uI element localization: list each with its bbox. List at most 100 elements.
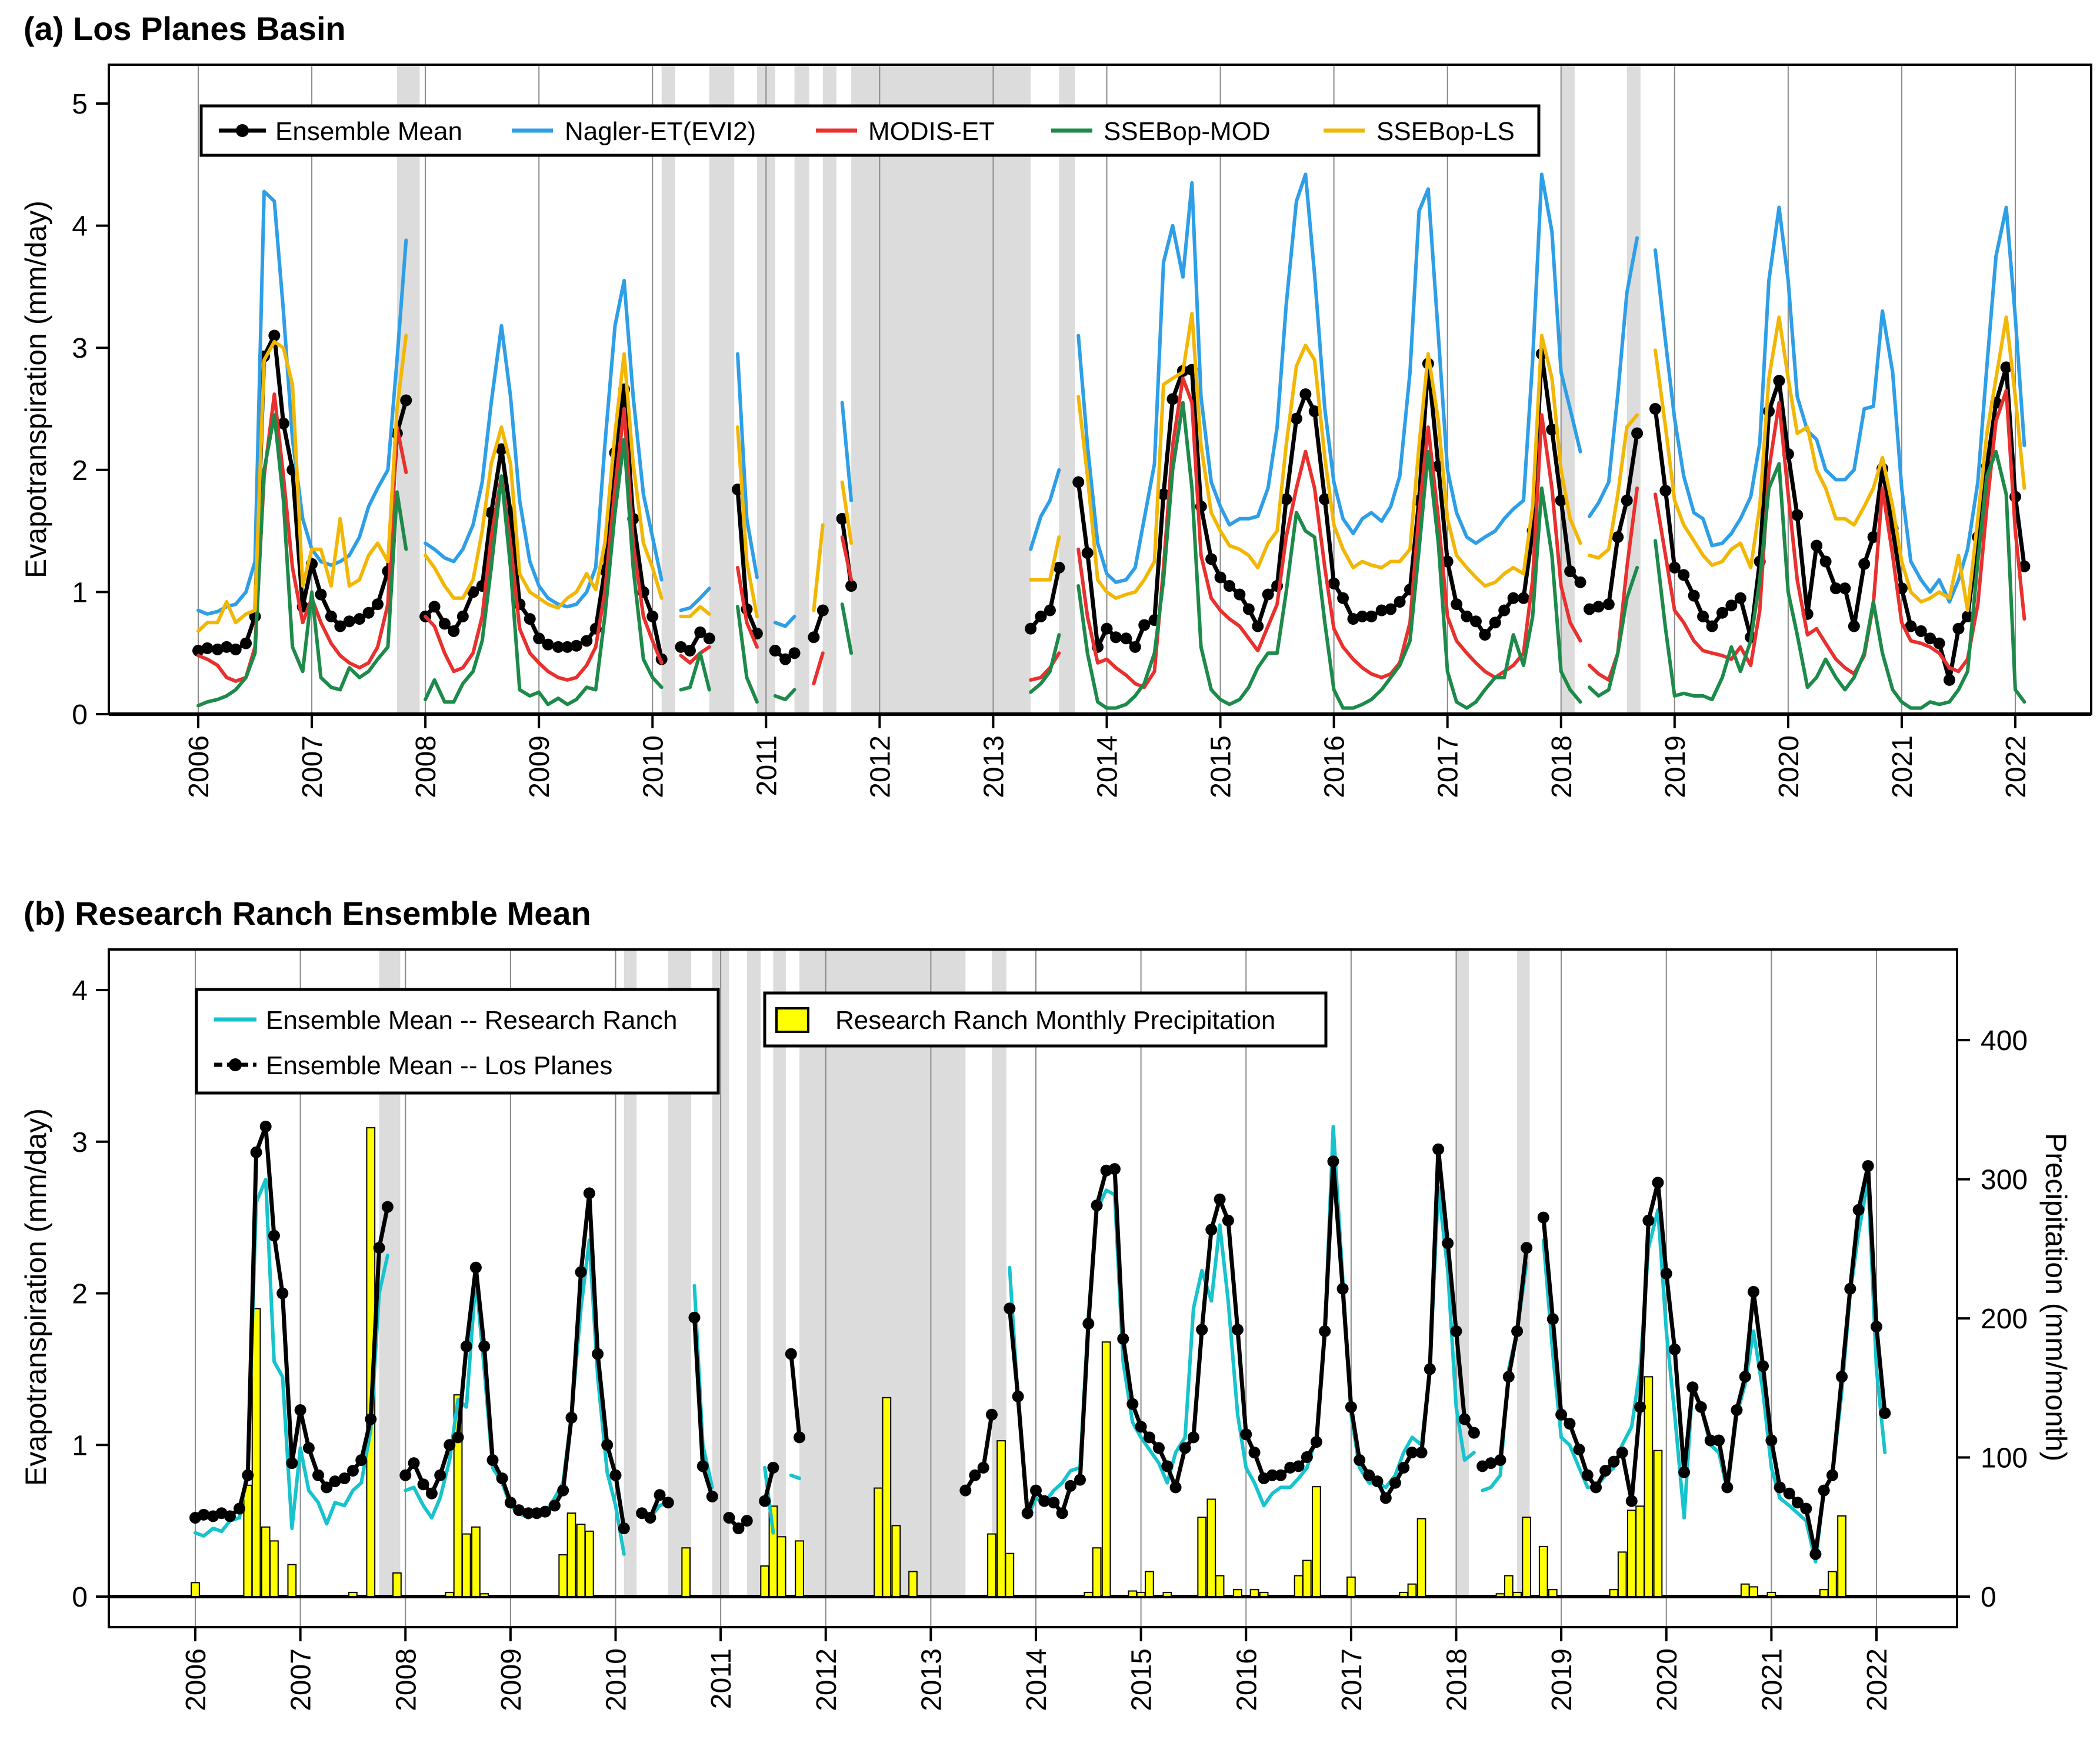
- y2-tick-label: 100: [1981, 1443, 2028, 1474]
- precip-bar: [471, 1526, 481, 1598]
- point-ensemble-mean-los-planes: [1406, 1447, 1418, 1459]
- point-ensemble-mean-los-planes: [785, 1348, 797, 1360]
- point-ensemble-mean-los-planes: [1415, 1447, 1428, 1459]
- point-ensemble-mean: [448, 625, 460, 637]
- precip-bar: [1084, 1591, 1094, 1598]
- point-ensemble-mean: [1385, 603, 1397, 615]
- point-ensemble-mean: [684, 645, 696, 657]
- series-line-ensemble-mean-research-ranch: [194, 1178, 389, 1538]
- point-ensemble-mean-los-planes: [1196, 1324, 1208, 1336]
- x-tick-label: 2016: [1319, 735, 1351, 798]
- point-ensemble-mean: [570, 639, 582, 652]
- missing-data-shade: [1456, 949, 1469, 1597]
- y-tick-label: 1: [72, 577, 88, 608]
- series-line-ssebop-ls: [840, 480, 854, 545]
- point-ensemble-mean: [1035, 610, 1047, 622]
- point-ensemble-mean-los-planes: [1021, 1507, 1034, 1520]
- missing-data-shade: [773, 949, 786, 1597]
- missing-data-shade: [709, 65, 735, 714]
- series-line-ssebop-ls: [424, 352, 664, 610]
- precip-bar: [1653, 1450, 1663, 1598]
- point-ensemble-mean-los-planes: [321, 1481, 333, 1494]
- point-ensemble-mean-los-planes: [1442, 1237, 1454, 1249]
- point-ensemble-mean: [1602, 598, 1615, 611]
- x-tick-label: 2006: [184, 735, 215, 798]
- point-ensemble-mean-los-planes: [513, 1504, 525, 1517]
- point-ensemble-mean-los-planes: [1721, 1481, 1734, 1494]
- panel-a-frame: [108, 64, 2092, 715]
- point-ensemble-mean-los-planes: [1555, 1408, 1568, 1421]
- precip-bar: [681, 1547, 691, 1598]
- precip-bar: [874, 1487, 883, 1597]
- point-ensemble-mean-los-planes: [1248, 1447, 1261, 1459]
- precip-bar: [243, 1484, 253, 1597]
- point-ensemble-mean-los-planes: [732, 1522, 745, 1535]
- point-ensemble-mean: [2018, 560, 2031, 572]
- precip-bar: [1233, 1589, 1242, 1597]
- point-ensemble-mean-los-planes: [1292, 1460, 1305, 1472]
- panel-a-y-label: Evapotranspiration (mm/day): [19, 201, 52, 578]
- point-ensemble-mean-los-planes: [452, 1431, 464, 1444]
- point-ensemble-mean-los-planes: [399, 1469, 412, 1481]
- point-ensemble-mean-los-planes: [1266, 1469, 1278, 1481]
- point-ensemble-mean: [1129, 641, 1141, 653]
- point-ensemble-mean-los-planes: [688, 1311, 701, 1324]
- point-ensemble-mean-los-planes: [1389, 1477, 1401, 1489]
- point-ensemble-mean-los-planes: [1458, 1413, 1471, 1425]
- panel-a-title: (a) Los Planes Basin: [24, 10, 346, 47]
- point-ensemble-mean-los-planes: [1074, 1474, 1086, 1486]
- point-ensemble-mean: [372, 598, 384, 611]
- panel-a-legend-box: [199, 104, 1541, 157]
- point-ensemble-mean-los-planes: [1599, 1465, 1612, 1477]
- point-ensemble-mean-los-planes: [1879, 1407, 1891, 1420]
- series-line-modis-et: [679, 645, 711, 665]
- point-ensemble-mean: [1915, 625, 1927, 637]
- point-ensemble-mean: [1631, 427, 1644, 439]
- point-ensemble-mean-los-planes: [557, 1484, 569, 1497]
- point-ensemble-mean: [438, 618, 451, 630]
- precip-bar: [287, 1564, 297, 1597]
- point-ensemble-mean-los-planes: [1379, 1492, 1392, 1504]
- point-ensemble-mean-los-planes: [486, 1454, 499, 1467]
- point-ensemble-mean-los-planes: [583, 1187, 595, 1199]
- point-ensemble-mean-los-planes: [1783, 1487, 1795, 1500]
- point-ensemble-mean: [646, 610, 659, 622]
- point-ensemble-mean: [1365, 610, 1378, 622]
- x-tick-label: 2021: [1756, 1648, 1788, 1711]
- precip-bar: [1407, 1583, 1417, 1597]
- panel-a-background: [396, 65, 1641, 714]
- point-ensemble-mean-los-planes: [1494, 1454, 1506, 1467]
- point-ensemble-mean-los-planes: [723, 1511, 735, 1524]
- legend-precip-swatch: [775, 1007, 809, 1033]
- point-ensemble-mean-los-planes: [1590, 1481, 1602, 1494]
- point-ensemble-mean: [2000, 361, 2012, 374]
- precip-bar: [1128, 1590, 1138, 1597]
- point-ensemble-mean-los-planes: [286, 1457, 298, 1470]
- series-line-modis-et: [840, 535, 854, 582]
- point-ensemble-mean-los-planes: [1862, 1159, 1874, 1172]
- y-tick-label: 3: [72, 333, 88, 364]
- point-ensemble-mean: [1574, 576, 1586, 588]
- point-ensemble-mean-los-planes: [1634, 1401, 1646, 1413]
- precip-bar: [1819, 1589, 1829, 1597]
- point-ensemble-mean-los-planes: [1161, 1460, 1174, 1472]
- y2-tick-label: 400: [1981, 1025, 2028, 1057]
- point-ensemble-mean: [1564, 565, 1576, 578]
- point-ensemble-mean: [1819, 555, 1832, 568]
- point-ensemble-mean-los-planes: [969, 1469, 981, 1481]
- series-line-nagler-et-evi2: [1029, 468, 1061, 551]
- precip-bar: [1249, 1589, 1259, 1597]
- precip-bar: [584, 1530, 594, 1598]
- point-ensemble-mean: [816, 604, 829, 617]
- panel-b: (b) Research Ranch Ensemble Mean 0 1 2 3 4 0…: [19, 895, 2072, 1711]
- x-tick-label: 2020: [1774, 735, 1805, 798]
- legend-rr-label: Ensemble Mean -- Research Ranch: [266, 1006, 677, 1035]
- y-tick-label: 1: [72, 1430, 88, 1461]
- precip-bar: [453, 1394, 463, 1598]
- legend-ssebop-ls-label: SSEBop-LS: [1376, 117, 1515, 146]
- precip-bar: [1609, 1589, 1619, 1597]
- point-ensemble-mean-los-planes: [1048, 1497, 1060, 1509]
- precip-bar: [1197, 1517, 1207, 1598]
- point-ensemble-mean-los-planes: [276, 1287, 289, 1299]
- point-ensemble-mean-los-planes: [1135, 1421, 1147, 1433]
